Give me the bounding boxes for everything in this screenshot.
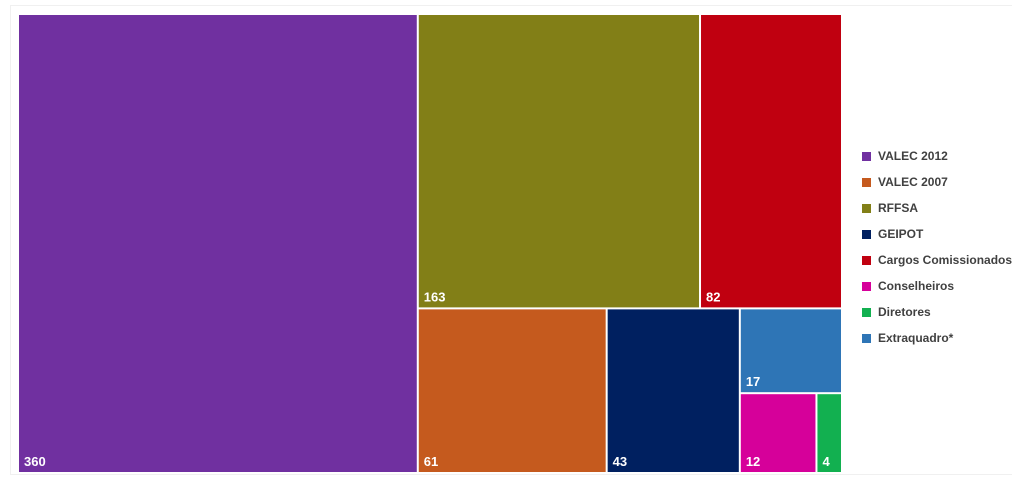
legend-label: Extraquadro*: [878, 331, 954, 345]
legend-item-conselheiros: Conselheiros: [862, 273, 1012, 299]
legend-label: Cargos Comissionados: [878, 253, 1012, 267]
treemap-value-label: 12: [746, 454, 760, 469]
legend-item-diretores: Diretores: [862, 299, 1012, 325]
legend-label: RFFSA: [878, 201, 918, 215]
chart-legend: VALEC 2012 VALEC 2007 RFFSA GEIPOT Cargos Co…: [862, 143, 1012, 351]
treemap-rect-diretores: [817, 394, 841, 472]
treemap-rect-extraquadro: [740, 309, 841, 393]
treemap-value-label: 17: [746, 374, 760, 389]
treemap-rect-valec-2012: [19, 15, 417, 472]
treemap-value-label: 163: [424, 289, 446, 304]
legend-item-cargos-comissionados: Cargos Comissionados: [862, 247, 1012, 273]
legend-item-extraquadro: Extraquadro*: [862, 325, 1012, 351]
treemap-rect-geipot: [607, 309, 739, 472]
legend-label: Conselheiros: [878, 279, 955, 293]
treemap-cell-rffsa: 163: [418, 15, 700, 308]
legend-label: GEIPOT: [878, 227, 924, 241]
treemap-cell-valec-2007: 61: [418, 309, 606, 472]
legend-swatch: [862, 151, 871, 161]
treemap-cell-extraquadro: 17: [740, 309, 841, 393]
legend-item-valec-2007: VALEC 2007: [862, 169, 1012, 195]
legend-swatch: [862, 229, 871, 239]
treemap-value-label: 43: [613, 454, 627, 469]
legend-swatch: [862, 255, 871, 265]
treemap-value-label: 4: [822, 454, 830, 469]
treemap-cell-valec-2012: 360: [19, 15, 417, 472]
treemap-rect-conselheiros: [740, 394, 816, 472]
legend-swatch: [862, 281, 871, 291]
treemap-rect-cargos-comissionados: [701, 15, 841, 308]
legend-swatch: [862, 307, 871, 317]
chart-frame: [10, 5, 1012, 475]
legend-item-geipot: GEIPOT: [862, 221, 1012, 247]
legend-label: VALEC 2007: [878, 175, 948, 189]
legend-swatch: [862, 203, 871, 213]
legend-label: VALEC 2012: [878, 149, 948, 163]
legend-label: Diretores: [878, 305, 931, 319]
legend-swatch: [862, 333, 871, 343]
treemap-cell-conselheiros: 12: [740, 394, 816, 472]
treemap-cell-diretores: 4: [817, 394, 841, 472]
treemap-cell-cargos-comissionados: 82: [701, 15, 841, 308]
treemap-rect-rffsa: [418, 15, 700, 308]
treemap-rect-valec-2007: [418, 309, 606, 472]
treemap-value-label: 82: [706, 289, 720, 304]
legend-swatch: [862, 177, 871, 187]
legend-item-valec-2012: VALEC 2012: [862, 143, 1012, 169]
legend-item-rffsa: RFFSA: [862, 195, 1012, 221]
treemap-value-label: 61: [424, 454, 438, 469]
treemap-cell-geipot: 43: [607, 309, 739, 472]
treemap-value-label: 360: [24, 454, 46, 469]
treemap-chart: 360 163 82 61 43 17 12 4: [19, 15, 841, 472]
